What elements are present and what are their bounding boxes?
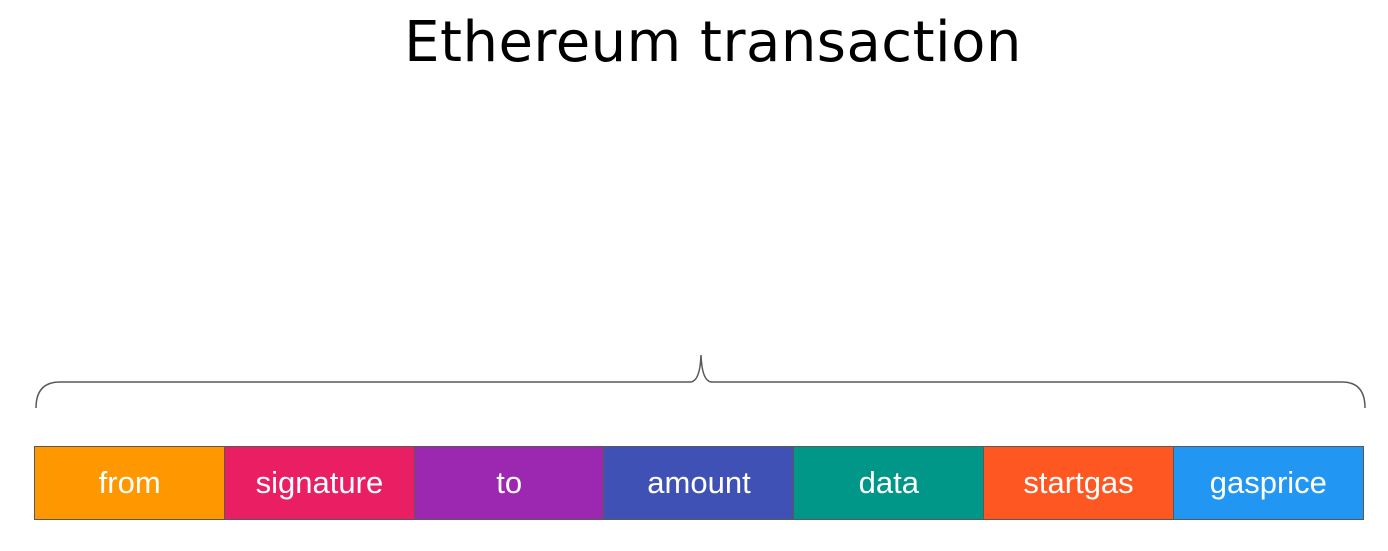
field-to: to (413, 446, 605, 520)
field-startgas: startgas (982, 446, 1175, 520)
field-label: from (98, 465, 161, 500)
field-from: from (34, 446, 226, 520)
field-label: data (858, 465, 919, 500)
field-label: signature (255, 465, 384, 500)
field-label: amount (647, 465, 751, 500)
transaction-fields: from signature to amount data startgas g… (34, 446, 1364, 520)
field-label: to (496, 465, 523, 500)
field-label: startgas (1023, 465, 1134, 500)
field-gasprice: gasprice (1172, 446, 1364, 520)
field-data: data (793, 446, 985, 520)
field-label: gasprice (1209, 465, 1327, 500)
field-signature: signature (223, 446, 416, 520)
diagram-title: Ethereum transaction (404, 10, 1022, 75)
field-amount: amount (603, 446, 795, 520)
